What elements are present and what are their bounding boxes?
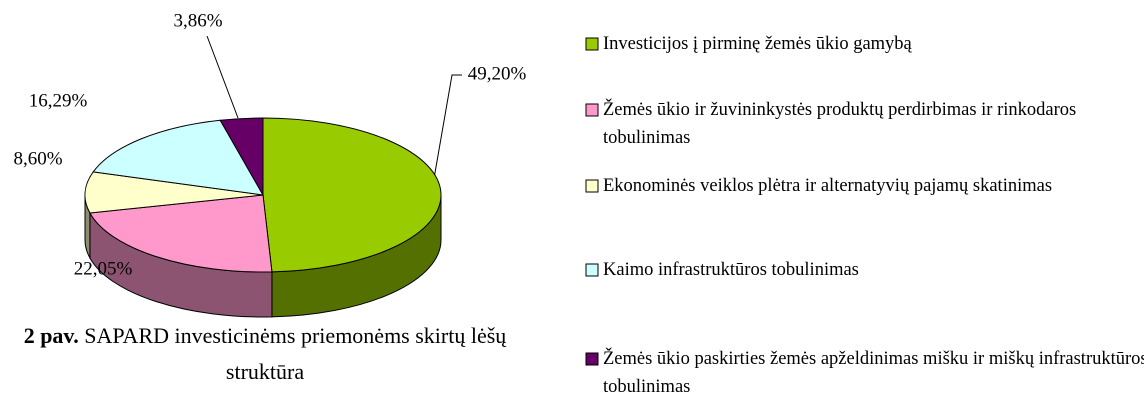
data-label: 49,20% — [468, 63, 527, 84]
legend-label: Ekonominės veiklos plėtra ir alternatyvi… — [603, 176, 1053, 196]
slice — [92, 119, 264, 196]
data-label: 16,29% — [29, 90, 88, 111]
leader-line — [431, 74, 462, 191]
data-label: 8,60% — [13, 148, 62, 169]
legend-swatch — [585, 263, 599, 277]
data-label: 22,05% — [74, 258, 133, 279]
slice — [89, 194, 273, 273]
caption-label: 2 pav. — [23, 323, 79, 348]
legend-swatch — [585, 179, 599, 193]
caption: 2 pav. SAPARD investicinėms priemonėms s… — [0, 318, 530, 390]
slice — [84, 171, 264, 214]
legend-label: Investicijos į pirminę žemės ūkio gamybą — [603, 34, 912, 54]
legend-label: Žemės ūkio paskirties žemės apželdinimas… — [603, 349, 1144, 397]
legend-swatch — [585, 352, 599, 366]
caption-text: SAPARD investicinėms priemonėms skirtų l… — [84, 323, 507, 384]
legend-label: Žemės ūkio ir žuvininkystės produktų per… — [603, 100, 1077, 148]
legend-label: Kaimo infrastruktūros tobulinimas — [603, 260, 859, 280]
leader-line — [206, 35, 239, 119]
legend-swatch — [585, 103, 599, 117]
legend-swatch — [585, 37, 599, 51]
slice — [262, 117, 442, 273]
data-label: 3,86% — [173, 10, 222, 31]
slice — [219, 117, 264, 197]
